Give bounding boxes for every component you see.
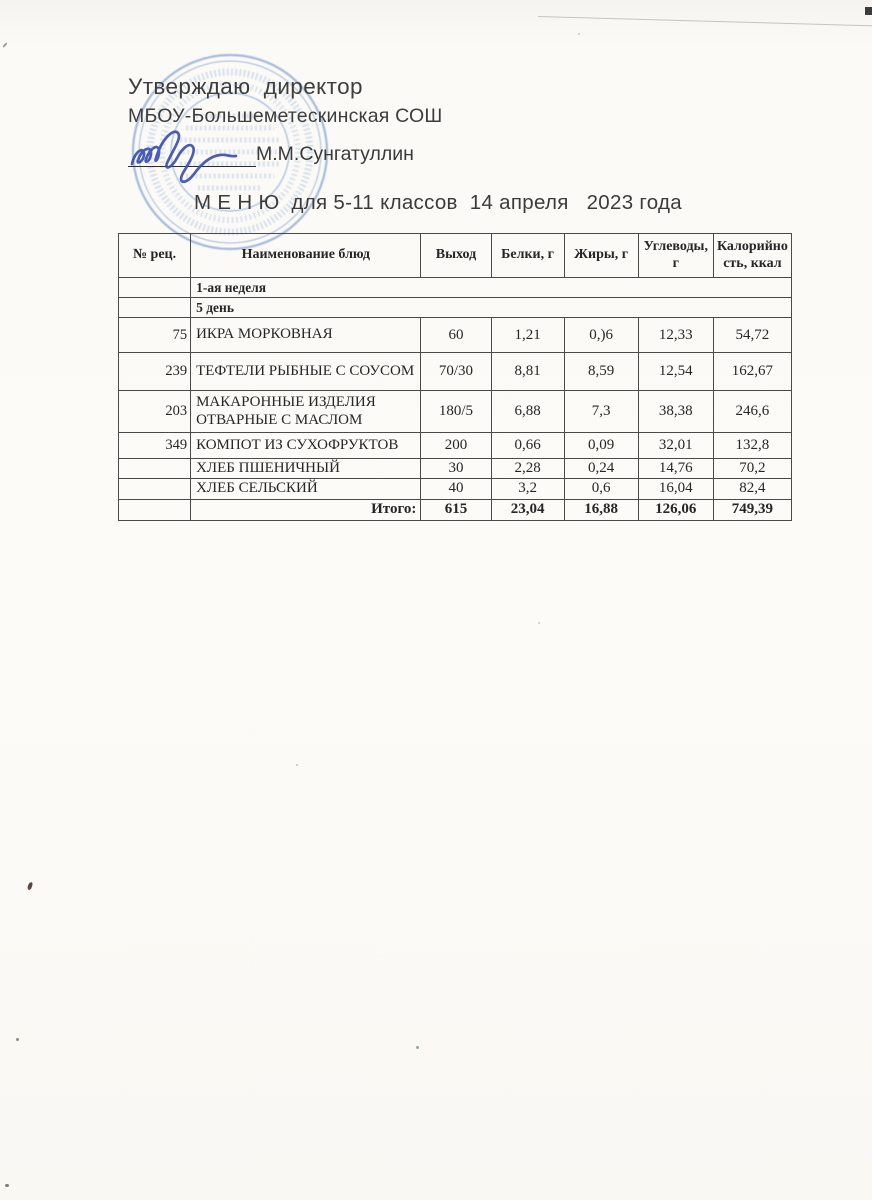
- table-header-row: № рец. Наименование блюд Выход Белки, г …: [117, 233, 793, 278]
- carbs-cell: 38,38: [637, 390, 714, 433]
- recipe-no-cell: [117, 478, 192, 500]
- dish-row: ХЛЕБ ПШЕНИЧНЫЙ 30 2,28 0,24 14,76 70,2: [117, 457, 793, 480]
- calories-cell: 246,6: [712, 390, 793, 433]
- signature-row: М.М.Сунгатуллин: [128, 141, 442, 167]
- col-header-carbs: Углеводы, г: [637, 233, 714, 278]
- scan-artifact-line: [537, 16, 872, 27]
- protein-cell: 0,66: [490, 432, 565, 459]
- calories-cell: 82,4: [712, 478, 793, 500]
- fat-cell: 0,)6: [563, 317, 639, 353]
- empty-cell: [117, 277, 192, 298]
- dish-name-cell: ХЛЕБ СЕЛЬСКИЙ: [190, 478, 422, 500]
- output-cell: 40: [420, 478, 492, 500]
- scan-artifact-corner: [865, 7, 872, 15]
- total-calories: 749,39: [712, 498, 793, 521]
- calories-cell: 70,2: [712, 457, 793, 480]
- recipe-no-cell: 75: [117, 317, 192, 353]
- section-day-label: 5 день: [190, 297, 792, 318]
- dish-name-cell: МАКАРОННЫЕ ИЗДЕЛИЯ ОТВАРНЫЕ С МАСЛОМ: [190, 390, 422, 433]
- section-row-day: 5 день: [117, 297, 792, 318]
- menu-table: № рец. Наименование блюд Выход Белки, г …: [117, 233, 793, 521]
- col-header-calories: Калорийно сть, ккал: [712, 233, 793, 278]
- director-signature-icon: [130, 130, 238, 184]
- dish-row: ХЛЕБ СЕЛЬСКИЙ 40 3,2 0,6 16,04 82,4: [117, 478, 793, 500]
- recipe-no-cell: 203: [117, 390, 192, 433]
- output-cell: 70/30: [420, 352, 492, 391]
- signer-name: М.М.Сунгатуллин: [256, 143, 414, 165]
- dish-row: 75 ИКРА МОРКОВНАЯ 60 1,21 0,)6 12,33 54,…: [117, 317, 793, 353]
- approval-line2: МБОУ-Большеметескинская СОШ: [128, 105, 443, 127]
- dish-row: 239 ТЕФТЕЛИ РЫБНЫЕ С СОУСОМ 70/30 8,81 8…: [117, 352, 793, 391]
- recipe-no-cell: 349: [117, 432, 192, 459]
- col-header-recipe-no: № рец.: [117, 233, 192, 278]
- protein-cell: 6,88: [490, 390, 565, 433]
- fat-cell: 0,09: [563, 432, 639, 459]
- total-label: Итого:: [190, 498, 422, 521]
- dish-name-cell: ИКРА МОРКОВНАЯ: [190, 317, 422, 353]
- col-header-output: Выход: [420, 233, 492, 278]
- dish-row: 203 МАКАРОННЫЕ ИЗДЕЛИЯ ОТВАРНЫЕ С МАСЛОМ…: [117, 390, 793, 433]
- section-week-label: 1-ая неделя: [190, 277, 792, 298]
- total-output: 615: [420, 498, 492, 521]
- col-header-protein: Белки, г: [490, 233, 565, 278]
- scan-speck: [296, 764, 298, 766]
- empty-cell: [117, 498, 192, 521]
- dish-row: 349 КОМПОТ ИЗ СУХОФРУКТОВ 200 0,66 0,09 …: [117, 432, 793, 459]
- menu-title: М Е Н Ю для 5-11 классов 14 апреля 2023 …: [194, 191, 682, 214]
- protein-cell: 3,2: [490, 478, 565, 500]
- dish-name-cell: ТЕФТЕЛИ РЫБНЫЕ С СОУСОМ: [190, 352, 422, 391]
- recipe-no-cell: 239: [117, 352, 192, 391]
- protein-cell: 8,81: [490, 352, 565, 391]
- calories-cell: 54,72: [712, 317, 793, 353]
- section-row-week: 1-ая неделя: [117, 277, 792, 298]
- carbs-cell: 12,33: [637, 317, 714, 353]
- carbs-cell: 12,54: [637, 352, 714, 391]
- approval-block: Утверждаю директор МБОУ-Большеметескинск…: [128, 74, 442, 167]
- col-header-fat: Жиры, г: [563, 233, 639, 278]
- carbs-cell: 32,01: [637, 432, 714, 459]
- carbs-cell: 14,76: [637, 457, 714, 480]
- total-fat: 16,88: [563, 498, 639, 521]
- empty-cell: [117, 297, 192, 318]
- scan-speck: [416, 1046, 419, 1049]
- scan-speck: [538, 622, 540, 624]
- fat-cell: 8,59: [563, 352, 639, 391]
- fat-cell: 0,24: [563, 457, 639, 480]
- output-cell: 60: [420, 317, 492, 353]
- col-header-dish-name: Наименование блюд: [190, 233, 422, 278]
- scan-speck: [2, 42, 8, 48]
- signature-underline: [128, 148, 256, 167]
- dish-name-cell: КОМПОТ ИЗ СУХОФРУКТОВ: [190, 432, 422, 459]
- total-protein: 23,04: [490, 498, 565, 521]
- output-cell: 200: [420, 432, 492, 459]
- output-cell: 30: [420, 457, 492, 480]
- fat-cell: 0,6: [563, 478, 639, 500]
- dish-name-cell: ХЛЕБ ПШЕНИЧНЫЙ: [190, 457, 422, 480]
- scan-speck: [578, 33, 580, 35]
- approval-line1: Утверждаю директор: [128, 74, 363, 99]
- fat-cell: 7,3: [563, 390, 639, 433]
- protein-cell: 2,28: [490, 457, 565, 480]
- calories-cell: 162,67: [712, 352, 793, 391]
- scan-speck: [26, 881, 34, 891]
- scan-speck: [16, 1038, 19, 1041]
- output-cell: 180/5: [420, 390, 492, 433]
- total-carbs: 126,06: [637, 498, 714, 521]
- recipe-no-cell: [117, 457, 192, 480]
- total-row: Итого: 615 23,04 16,88 126,06 749,39: [117, 498, 793, 521]
- scan-speck: [5, 1184, 9, 1187]
- protein-cell: 1,21: [490, 317, 565, 353]
- carbs-cell: 16,04: [637, 478, 714, 500]
- calories-cell: 132,8: [712, 432, 793, 459]
